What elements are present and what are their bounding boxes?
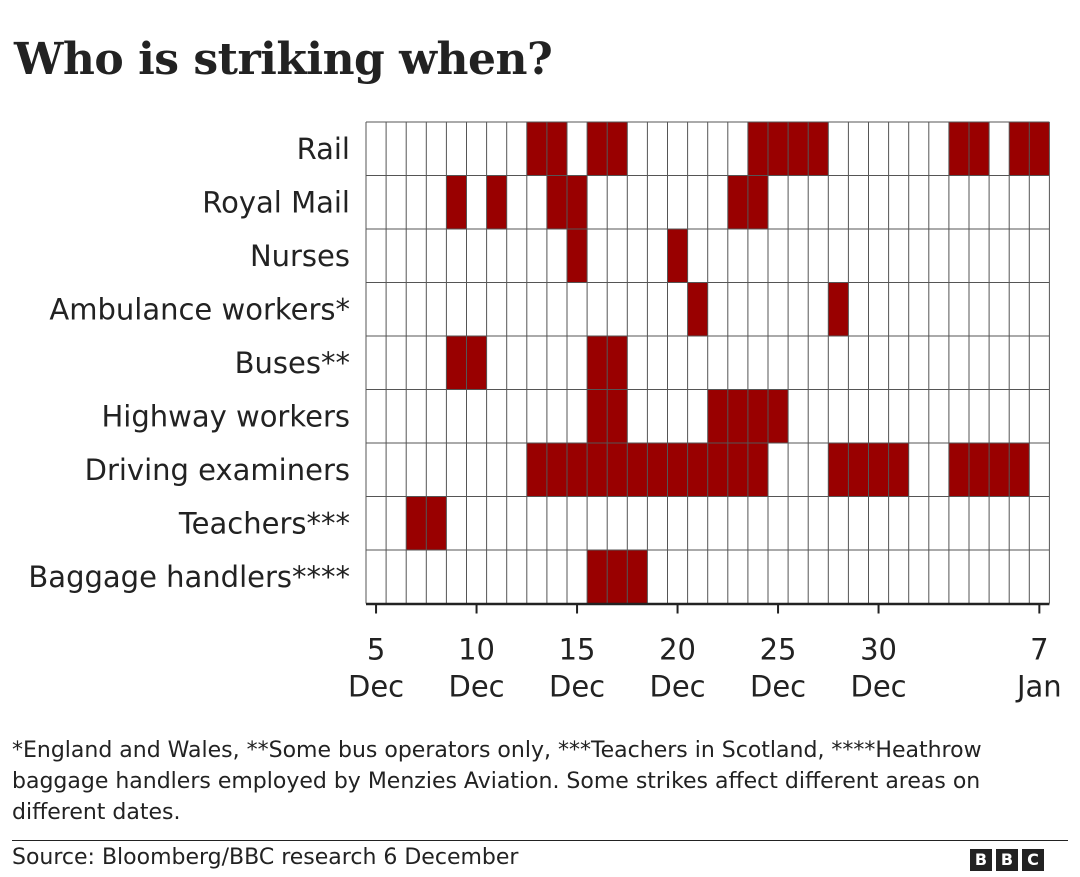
chart-title: Who is striking when?: [14, 34, 553, 85]
strike-cell: [587, 550, 608, 604]
source-divider: [12, 840, 1068, 841]
strike-cell: [687, 282, 708, 336]
strike-cell: [546, 122, 567, 176]
strike-calendar-chart: Rail Royal Mail Nurses Ambulance workers* Bu…: [28, 121, 1062, 704]
strike-cell: [607, 336, 628, 390]
x-tick-label-month: Dec: [750, 670, 806, 704]
strike-cell: [627, 550, 648, 604]
source-note: Source: Bloomberg/BBC research 6 Decembe…: [12, 845, 519, 870]
strike-cell: [446, 175, 467, 229]
strike-cell: [727, 443, 748, 497]
x-tick-label-month: Dec: [448, 670, 504, 704]
strike-cell: [828, 282, 849, 336]
footnote: *England and Wales, **Some bus operators…: [12, 738, 982, 825]
strike-cell: [1009, 443, 1030, 497]
x-tick-label-month: Dec: [649, 670, 705, 704]
strike-cell: [567, 175, 588, 229]
row-label: Buses**: [235, 346, 350, 380]
strike-cell: [969, 443, 990, 497]
row-label: Nurses: [250, 239, 350, 273]
strike-cell: [446, 336, 467, 390]
strike-cell: [768, 122, 789, 176]
x-tick-label-month: Dec: [850, 670, 906, 704]
strike-cell: [948, 443, 969, 497]
strike-cell: [1009, 122, 1030, 176]
strike-cell: [989, 443, 1010, 497]
bbc-logo: B B C: [970, 849, 1044, 871]
strike-cell: [486, 175, 507, 229]
logo-letter: C: [1022, 849, 1044, 871]
strike-cell: [607, 443, 628, 497]
strike-cell: [546, 175, 567, 229]
strike-cell: [768, 389, 789, 443]
strike-cell: [747, 389, 768, 443]
strike-cell: [607, 550, 628, 604]
strike-cell: [747, 443, 768, 497]
strike-cell: [426, 496, 447, 550]
strike-cell: [948, 122, 969, 176]
strike-cell: [466, 336, 487, 390]
row-label: Baggage handlers****: [28, 560, 350, 594]
strike-cell: [808, 122, 829, 176]
grid-lines: [365, 121, 1050, 604]
strike-cell: [788, 122, 809, 176]
strike-cell: [587, 443, 608, 497]
row-label: Royal Mail: [202, 185, 350, 219]
strike-cell: [607, 389, 628, 443]
strike-cell: [707, 389, 728, 443]
strike-cell: [1029, 122, 1050, 176]
x-tick-label-day: 20: [659, 633, 696, 667]
strike-cell: [587, 389, 608, 443]
row-labels: Rail Royal Mail Nurses Ambulance workers* Bu…: [28, 132, 350, 594]
strike-cell: [727, 389, 748, 443]
strike-cell: [607, 122, 628, 176]
strike-cell: [587, 336, 608, 390]
strike-cell: [868, 443, 889, 497]
row-label: Teachers***: [178, 506, 350, 540]
strike-cell: [687, 443, 708, 497]
strike-cell: [727, 175, 748, 229]
x-tick-label-day: 15: [559, 633, 596, 667]
x-tick-label-month: Jan: [1015, 670, 1062, 704]
strike-cell: [647, 443, 668, 497]
x-tick-label-day: 25: [760, 633, 797, 667]
strike-cell: [848, 443, 869, 497]
strike-cell: [828, 443, 849, 497]
row-label: Ambulance workers*: [49, 292, 350, 326]
row-label: Rail: [297, 132, 350, 166]
x-tick-label-day: 5: [367, 633, 385, 667]
strike-cell: [587, 122, 608, 176]
strike-cell: [888, 443, 909, 497]
row-label: Highway workers: [101, 399, 350, 433]
row-label: Driving examiners: [85, 453, 350, 487]
strike-cell: [747, 175, 768, 229]
strike-cell: [567, 229, 588, 283]
strike-cell: [747, 122, 768, 176]
strike-cell: [526, 443, 547, 497]
strike-cell: [567, 443, 588, 497]
x-tick-label-month: Dec: [348, 670, 404, 704]
strike-cell: [526, 122, 547, 176]
strike-cell: [406, 496, 427, 550]
x-tick-label-month: Dec: [549, 670, 605, 704]
x-tick-label-day: 30: [860, 633, 897, 667]
strike-cell: [667, 443, 688, 497]
logo-letter: B: [970, 849, 992, 871]
x-tick-label-day: 10: [458, 633, 495, 667]
strike-cell: [546, 443, 567, 497]
x-tick-label-day: 7: [1030, 633, 1048, 667]
strike-cell: [707, 443, 728, 497]
strike-cell: [627, 443, 648, 497]
strike-cell: [667, 229, 688, 283]
logo-letter: B: [996, 849, 1018, 871]
strike-cell: [969, 122, 990, 176]
